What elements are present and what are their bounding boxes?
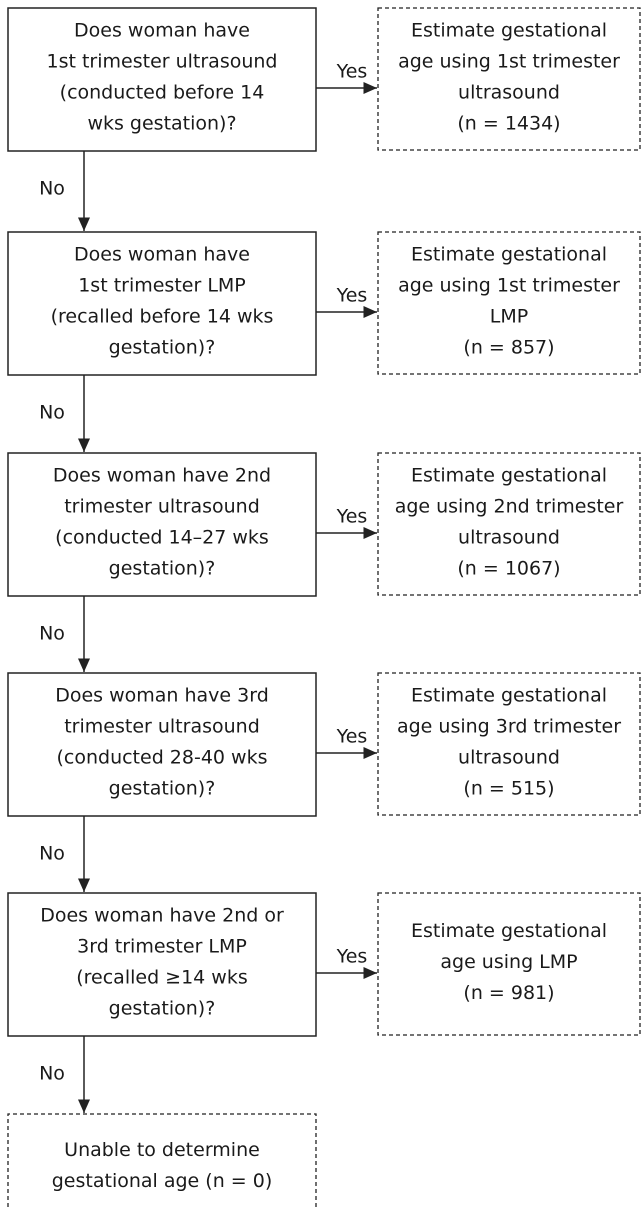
question-text: (conducted 28-40 wks <box>56 747 267 769</box>
outcome-text: age using 1st trimester <box>398 275 620 297</box>
yes-label: Yes <box>336 285 368 307</box>
question-text: (recalled ≥14 wks <box>76 967 248 989</box>
question-text: trimester ultrasound <box>64 496 260 518</box>
outcome-box <box>377 672 641 816</box>
question-text: (conducted 14–27 wks <box>55 527 269 549</box>
final-text: Unable to determine <box>64 1139 260 1161</box>
outcome-text: (n = 515) <box>463 778 554 800</box>
question-text: Does woman have 3rd <box>55 685 269 707</box>
outcome-text: ultrasound <box>458 527 560 549</box>
question-text: gestation)? <box>109 778 216 800</box>
question-text: gestation)? <box>109 558 216 580</box>
question-text: 3rd trimester LMP <box>77 936 247 958</box>
outcome-box <box>377 7 641 151</box>
question-text: gestation)? <box>109 998 216 1020</box>
yes-label: Yes <box>336 61 368 83</box>
no-label: No <box>39 623 65 645</box>
no-label: No <box>39 1063 65 1085</box>
question-box <box>7 672 317 817</box>
outcome-text: Estimate gestational <box>411 920 607 942</box>
question-box <box>7 452 317 597</box>
question-text: (conducted before 14 <box>60 82 265 104</box>
question-text: 1st trimester ultrasound <box>47 51 278 73</box>
yes-label: Yes <box>336 726 368 748</box>
question-text: Does woman have <box>74 244 250 266</box>
question-text: wks gestation)? <box>87 113 236 135</box>
question-text: 1st trimester LMP <box>78 275 246 297</box>
outcome-box <box>377 892 641 1036</box>
outcome-text: LMP <box>490 306 528 328</box>
outcome-text: (n = 857) <box>463 337 554 359</box>
question-text: Does woman have <box>74 20 250 42</box>
outcome-text: (n = 1067) <box>457 558 560 580</box>
outcome-text: Estimate gestational <box>411 244 607 266</box>
outcome-text: Estimate gestational <box>411 685 607 707</box>
outcome-text: ultrasound <box>458 747 560 769</box>
question-box <box>7 892 317 1037</box>
question-text: Does woman have 2nd <box>53 465 271 487</box>
no-label: No <box>39 402 65 424</box>
outcome-text: Estimate gestational <box>411 465 607 487</box>
no-label: No <box>39 178 65 200</box>
outcome-text: (n = 1434) <box>457 113 560 135</box>
outcome-text: age using LMP <box>440 951 577 973</box>
question-box <box>7 7 317 152</box>
question-text: gestation)? <box>109 337 216 359</box>
outcome-text: age using 2nd trimester <box>395 496 624 518</box>
question-text: Does woman have 2nd or <box>40 905 284 927</box>
yes-label: Yes <box>336 506 368 528</box>
no-label: No <box>39 843 65 865</box>
outcome-box <box>377 231 641 375</box>
outcome-text: age using 1st trimester <box>398 51 620 73</box>
yes-label: Yes <box>336 946 368 968</box>
outcome-box <box>377 452 641 596</box>
question-box <box>7 231 317 376</box>
question-text: (recalled before 14 wks <box>51 306 274 328</box>
final-text: gestational age (n = 0) <box>52 1170 273 1192</box>
outcome-text: (n = 981) <box>463 982 554 1004</box>
question-text: trimester ultrasound <box>64 716 260 738</box>
outcome-text: age using 3rd trimester <box>397 716 621 738</box>
outcome-text: Estimate gestational <box>411 20 607 42</box>
final-box <box>7 1113 317 1207</box>
outcome-text: ultrasound <box>458 82 560 104</box>
